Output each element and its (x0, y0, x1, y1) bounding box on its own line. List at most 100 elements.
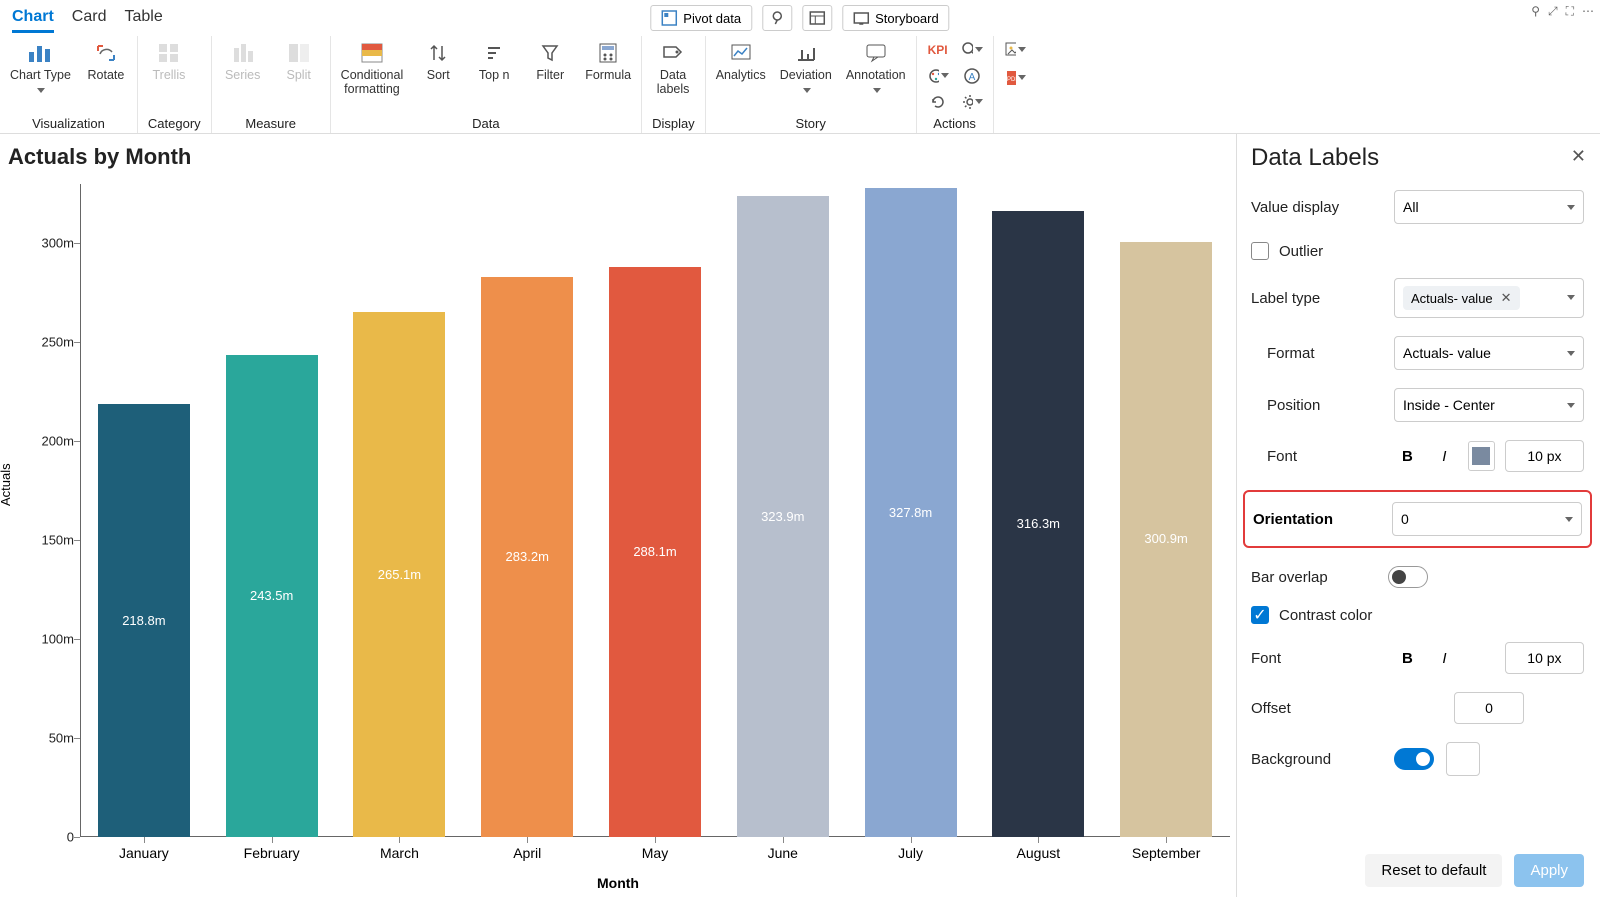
series-button[interactable]: Series (222, 40, 264, 82)
kpi-button[interactable]: KPI (927, 40, 949, 60)
y-axis-label: Actuals (0, 463, 13, 506)
search-dropdown[interactable] (961, 40, 983, 60)
topn-icon (481, 40, 507, 66)
font2-row: Font B I 10 px (1251, 642, 1584, 674)
tab-chart[interactable]: Chart (12, 4, 54, 33)
position-select[interactable]: Inside - Center (1394, 388, 1584, 422)
sort-button[interactable]: Sort (417, 40, 459, 96)
deviation-button[interactable]: Deviation (780, 40, 832, 98)
background-color-swatch[interactable] (1446, 742, 1480, 776)
collapse-icon[interactable]: ⤢ (1548, 4, 1558, 19)
format-row: Format Actuals- value (1251, 336, 1584, 370)
bold-button-2[interactable]: B (1394, 643, 1421, 673)
bar[interactable]: 316.3m (992, 211, 1084, 837)
bar[interactable]: 283.2m (481, 277, 573, 837)
bar-value-label: 243.5m (226, 588, 318, 603)
rotate-button[interactable]: Rotate (85, 40, 127, 98)
italic-button[interactable]: I (1431, 441, 1458, 471)
y-tick-mark (74, 243, 80, 244)
pin-icon[interactable]: ⚲ (1531, 4, 1540, 19)
font-color-swatch[interactable] (1468, 441, 1495, 471)
formula-button[interactable]: Formula (585, 40, 631, 96)
x-tick-label: February (244, 845, 300, 861)
background-toggle[interactable] (1394, 748, 1434, 770)
chevron-down-icon (1565, 199, 1575, 215)
series-icon (230, 40, 256, 66)
bar[interactable]: 218.8m (98, 404, 190, 837)
template-button[interactable] (802, 5, 832, 31)
value-display-select[interactable]: All (1394, 190, 1584, 224)
chart-box: Actuals 050m100m150m200m250m300m218.8mJa… (0, 174, 1236, 897)
y-tick-mark (74, 441, 80, 442)
refresh-button[interactable] (927, 92, 949, 112)
circle-a-button[interactable]: A (961, 66, 983, 86)
x-tick-label: April (513, 845, 541, 861)
panel-title: Data Labels (1251, 144, 1584, 172)
ribbon-group-data: Conditional formatting Sort Top n Filter… (331, 36, 642, 133)
outlier-checkbox[interactable] (1251, 242, 1269, 260)
split-button[interactable]: Split (278, 40, 320, 82)
bar[interactable]: 243.5m (226, 355, 318, 837)
tab-table[interactable]: Table (124, 4, 162, 33)
trellis-icon (156, 40, 182, 66)
bar[interactable]: 300.9m (1120, 242, 1212, 837)
chip-remove-icon[interactable]: ✕ (1501, 290, 1512, 306)
italic-button-2[interactable]: I (1431, 643, 1458, 673)
x-tick-mark (399, 837, 400, 843)
filter-icon (537, 40, 563, 66)
expand-icon[interactable]: ⛶ (1566, 4, 1574, 19)
pivot-data-button[interactable]: Pivot data (650, 5, 752, 31)
template-icon (809, 10, 825, 26)
y-tick-label: 50m (24, 731, 74, 746)
label-type-select[interactable]: Actuals- value✕ (1394, 278, 1584, 318)
more-icon[interactable]: ⋯ (1582, 4, 1594, 19)
data-labels-button[interactable]: Data labels (652, 40, 694, 96)
label-type-chip: Actuals- value✕ (1403, 286, 1520, 310)
font-size-input-2[interactable]: 10 px (1505, 642, 1584, 674)
bar-overlap-toggle[interactable] (1388, 566, 1428, 588)
settings-dropdown[interactable] (961, 92, 983, 112)
conditional-formatting-button[interactable]: Conditional formatting (341, 40, 404, 96)
panel-footer: Reset to default Apply (1251, 844, 1584, 887)
y-tick-mark (74, 540, 80, 541)
bold-button[interactable]: B (1394, 441, 1421, 471)
reset-button[interactable]: Reset to default (1365, 854, 1502, 887)
format-select[interactable]: Actuals- value (1394, 336, 1584, 370)
trellis-button[interactable]: Trellis (148, 40, 190, 82)
ribbon-group-actions: KPI A Actions (917, 36, 994, 133)
tab-card[interactable]: Card (72, 4, 107, 33)
topn-button[interactable]: Top n (473, 40, 515, 96)
analytics-button[interactable]: Analytics (716, 40, 766, 98)
x-tick-mark (144, 837, 145, 843)
export-image-dropdown[interactable] (1004, 40, 1026, 60)
font-size-input[interactable]: 10 px (1505, 440, 1584, 472)
bar[interactable]: 288.1m (609, 267, 701, 837)
x-tick-label: June (768, 845, 798, 861)
contrast-checkbox[interactable]: ✓ (1251, 606, 1269, 624)
y-tick-mark (74, 342, 80, 343)
orientation-select[interactable]: 0 (1392, 502, 1582, 536)
theme-dropdown[interactable] (927, 66, 949, 86)
x-tick-mark (783, 837, 784, 843)
apply-button[interactable]: Apply (1514, 854, 1584, 887)
bar-value-label: 300.9m (1120, 531, 1212, 546)
ribbon: Chart Type Rotate Visualization Trellis … (0, 36, 1600, 134)
filter-button[interactable]: Filter (529, 40, 571, 96)
ribbon-group-category: Trellis Category (138, 36, 212, 133)
position-row: Position Inside - Center (1251, 388, 1584, 422)
annotation-button[interactable]: Annotation (846, 40, 906, 98)
y-tick-label: 250m (24, 335, 74, 350)
chart-type-button[interactable]: Chart Type (10, 40, 71, 98)
export-pdf-dropdown[interactable]: PDF (1004, 68, 1026, 88)
offset-input[interactable]: 0 (1454, 692, 1524, 724)
bar-value-label: 218.8m (98, 613, 190, 628)
bar[interactable]: 323.9m (737, 196, 829, 837)
ribbon-group-export: PDF (994, 36, 1036, 133)
bar[interactable]: 327.8m (865, 188, 957, 837)
bar-value-label: 323.9m (737, 509, 829, 524)
bar[interactable]: 265.1m (353, 312, 445, 837)
storyboard-button[interactable]: Storyboard (842, 5, 950, 31)
close-icon[interactable]: ✕ (1571, 146, 1586, 167)
y-tick-label: 0 (24, 830, 74, 845)
lasso-button[interactable] (762, 5, 792, 31)
